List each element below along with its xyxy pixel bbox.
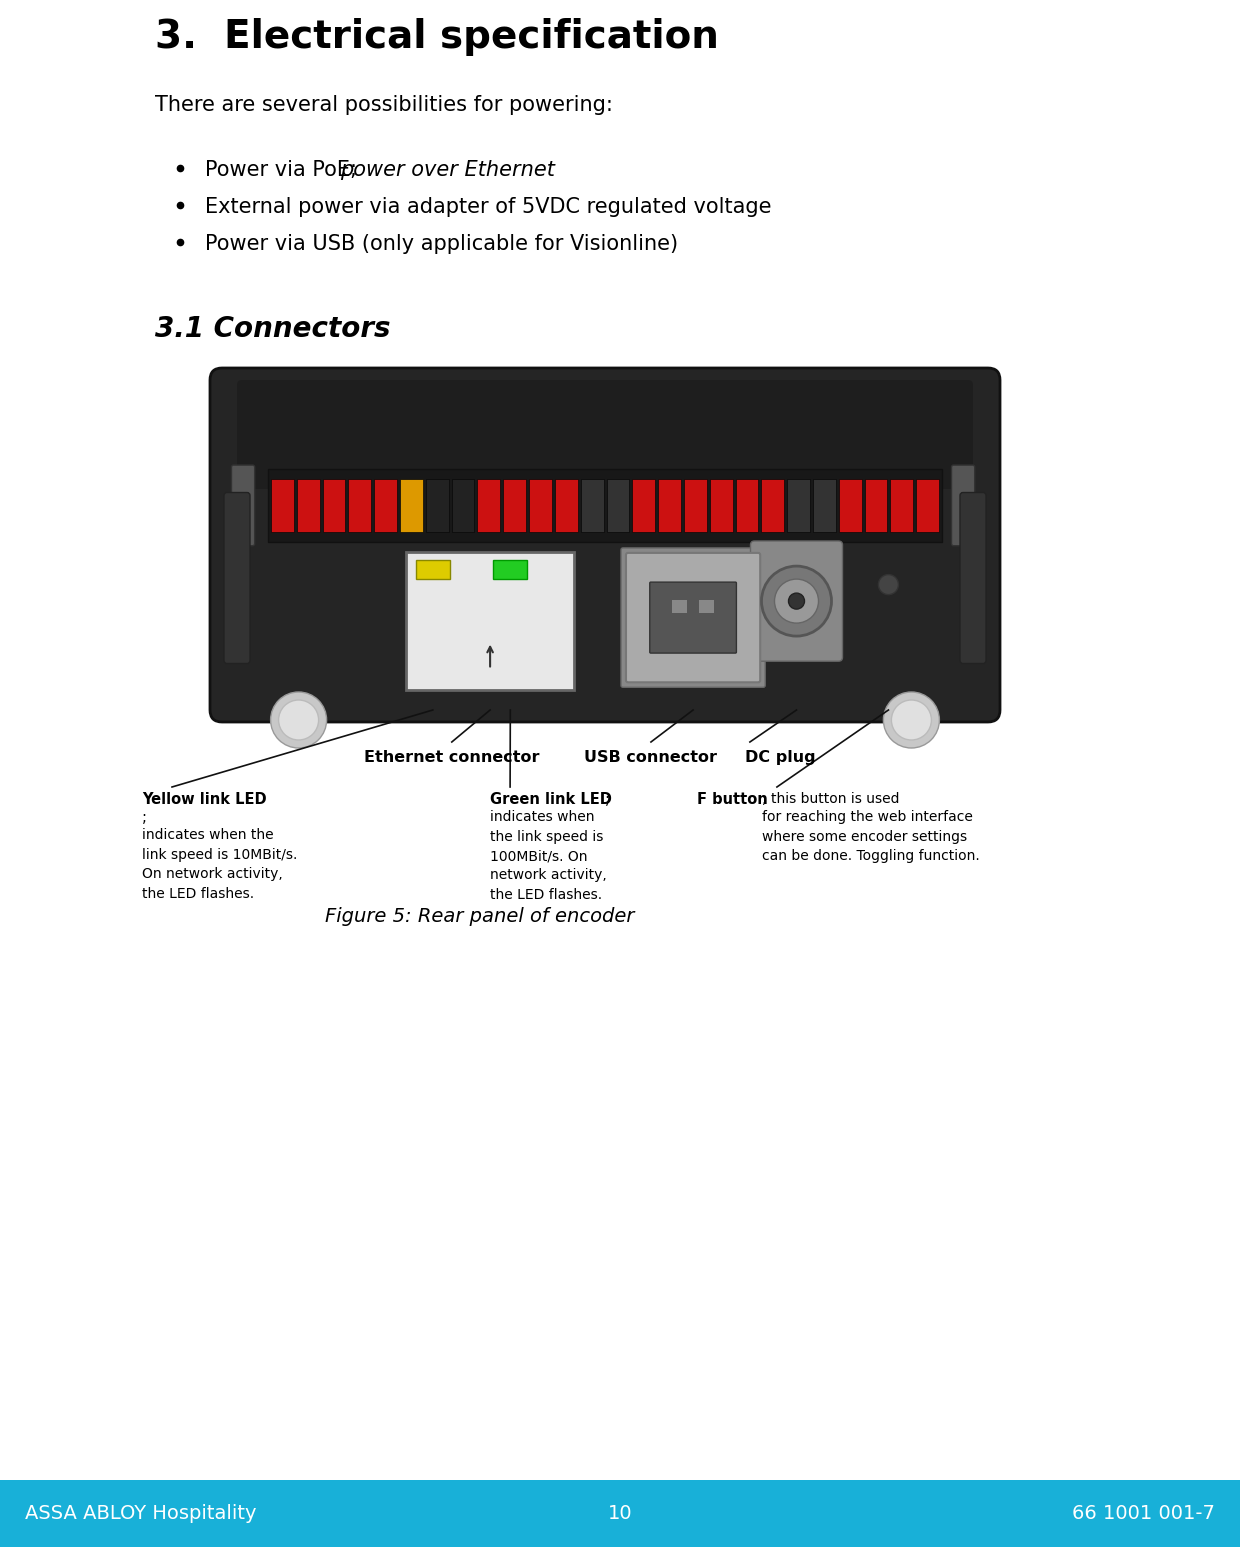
Circle shape xyxy=(883,692,940,749)
FancyBboxPatch shape xyxy=(415,560,450,579)
Text: Power via PoE;: Power via PoE; xyxy=(205,159,363,179)
Bar xyxy=(735,480,759,532)
Text: ASSA ABLOY Hospitality: ASSA ABLOY Hospitality xyxy=(25,1504,257,1522)
Text: There are several possibilities for powering:: There are several possibilities for powe… xyxy=(155,94,613,114)
Text: power over Ethernet: power over Ethernet xyxy=(340,159,554,179)
FancyBboxPatch shape xyxy=(405,552,574,690)
Text: ; this button is used: ; this button is used xyxy=(761,792,899,806)
Bar xyxy=(632,480,655,532)
Text: USB connector: USB connector xyxy=(584,750,718,766)
Bar xyxy=(838,480,862,532)
Bar xyxy=(296,480,320,532)
Text: Green link LED: Green link LED xyxy=(490,792,613,808)
Bar xyxy=(529,480,552,532)
Text: ;: ; xyxy=(605,792,610,808)
Circle shape xyxy=(789,593,805,610)
Bar xyxy=(606,480,630,532)
Text: 3.1 Connectors: 3.1 Connectors xyxy=(155,316,391,343)
Circle shape xyxy=(761,566,832,636)
Bar xyxy=(580,480,604,532)
Text: 3.  Electrical specification: 3. Electrical specification xyxy=(155,19,719,56)
Text: Yellow link LED: Yellow link LED xyxy=(143,792,267,808)
Bar xyxy=(813,480,836,532)
Bar xyxy=(864,480,888,532)
Bar xyxy=(272,480,294,532)
Bar xyxy=(0,1480,1240,1547)
Bar xyxy=(658,480,681,532)
Text: Figure 5: Rear panel of encoder: Figure 5: Rear panel of encoder xyxy=(325,907,635,927)
Text: ;: ; xyxy=(143,811,151,825)
Bar xyxy=(477,480,500,532)
Bar xyxy=(672,600,687,613)
Bar xyxy=(425,480,449,532)
Text: F button: F button xyxy=(697,792,768,808)
Bar xyxy=(322,480,346,532)
FancyBboxPatch shape xyxy=(232,466,254,546)
Bar xyxy=(401,480,423,532)
FancyBboxPatch shape xyxy=(224,492,250,664)
FancyBboxPatch shape xyxy=(960,492,986,664)
Text: DC plug: DC plug xyxy=(744,750,815,766)
FancyBboxPatch shape xyxy=(750,541,842,661)
Text: Ethernet connector: Ethernet connector xyxy=(365,750,539,766)
Bar xyxy=(890,480,913,532)
Bar xyxy=(554,480,578,532)
Bar xyxy=(709,480,733,532)
Circle shape xyxy=(878,574,899,594)
Bar xyxy=(761,480,784,532)
Text: indicates when the
link speed is 10MBit/s.
On network activity,
the LED flashes.: indicates when the link speed is 10MBit/… xyxy=(143,828,298,900)
FancyBboxPatch shape xyxy=(494,560,527,579)
FancyBboxPatch shape xyxy=(650,582,737,653)
Bar xyxy=(268,469,942,541)
Bar xyxy=(699,600,714,613)
Circle shape xyxy=(775,579,818,623)
FancyBboxPatch shape xyxy=(621,548,765,687)
Bar xyxy=(503,480,526,532)
Text: 66 1001 001-7: 66 1001 001-7 xyxy=(1073,1504,1215,1522)
Text: 10: 10 xyxy=(608,1504,632,1522)
Text: for reaching the web interface
where some encoder settings
can be done. Toggling: for reaching the web interface where som… xyxy=(761,811,980,863)
Text: External power via adapter of 5VDC regulated voltage: External power via adapter of 5VDC regul… xyxy=(205,196,771,217)
Bar xyxy=(916,480,939,532)
Text: indicates when
the link speed is
100MBit/s. On
network activity,
the LED flashes: indicates when the link speed is 100MBit… xyxy=(490,811,606,902)
Circle shape xyxy=(279,699,319,739)
Bar xyxy=(374,480,397,532)
Bar xyxy=(348,480,371,532)
Bar xyxy=(787,480,810,532)
Circle shape xyxy=(892,699,931,739)
Circle shape xyxy=(270,692,326,749)
FancyBboxPatch shape xyxy=(237,381,973,489)
Text: Power via USB (only applicable for Visionline): Power via USB (only applicable for Visio… xyxy=(205,234,678,254)
Bar xyxy=(684,480,707,532)
FancyBboxPatch shape xyxy=(951,466,975,546)
Bar xyxy=(451,480,475,532)
FancyBboxPatch shape xyxy=(626,552,760,682)
FancyBboxPatch shape xyxy=(210,368,999,722)
